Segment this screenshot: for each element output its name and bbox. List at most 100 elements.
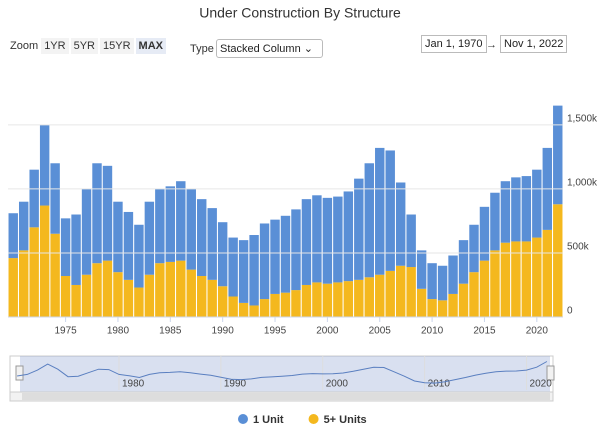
column-segment	[458, 283, 469, 317]
y-tick-label: 0	[567, 306, 573, 317]
column-segment	[291, 290, 301, 317]
type-value: Stacked Column	[220, 43, 301, 55]
zoom-label: Zoom	[10, 40, 39, 52]
navigator-handle[interactable]	[546, 365, 555, 381]
column-segment	[176, 181, 186, 261]
column-segment	[60, 218, 71, 277]
scrollbar-thumb[interactable]	[22, 393, 550, 400]
column-segment	[280, 215, 291, 293]
date-to[interactable]: Nov 1, 2022	[500, 35, 568, 53]
navigator-line	[17, 361, 548, 384]
column-segment	[385, 270, 395, 317]
zoom-button[interactable]: 5YR	[70, 38, 98, 54]
column-segment	[511, 241, 521, 317]
column-segment	[81, 188, 92, 275]
column-segment	[259, 223, 270, 300]
y-tick-label: 1,000k	[567, 178, 598, 189]
column-segment	[322, 197, 333, 284]
zoom-button[interactable]: 1YR	[41, 38, 69, 54]
column-segment	[249, 305, 259, 317]
column-segment	[500, 181, 511, 243]
date-separator: →	[486, 39, 497, 51]
column-segment	[155, 263, 165, 317]
plot	[8, 105, 563, 317]
column-segment	[511, 177, 521, 242]
column-segment	[553, 105, 563, 205]
column-segment	[207, 279, 217, 317]
column-segment	[207, 208, 217, 280]
column-segment	[238, 240, 249, 303]
x-tick-label: 2015	[473, 326, 496, 337]
column-segment	[479, 260, 490, 317]
column-segment	[395, 265, 406, 317]
navigator-tick-label: 1980	[122, 379, 145, 390]
column-segment	[385, 150, 395, 271]
column-segment	[8, 213, 18, 259]
column-segment	[176, 260, 186, 317]
column-segment	[29, 169, 39, 228]
column-segment	[39, 205, 50, 317]
column-segment	[113, 201, 123, 273]
column-segment	[8, 258, 18, 317]
column-segment	[102, 260, 113, 317]
x-tick-label: 2010	[421, 326, 444, 337]
column-segment	[270, 219, 280, 294]
column-segment	[542, 229, 553, 317]
column-segment	[186, 188, 196, 270]
column-segment	[301, 284, 312, 317]
column-segment	[165, 186, 176, 262]
column-segment	[39, 124, 50, 206]
column-segment	[217, 222, 228, 287]
column-segment	[217, 286, 228, 317]
column-segment	[18, 201, 29, 251]
column-segment	[469, 272, 479, 317]
column-segment	[134, 287, 144, 317]
column-segment	[375, 147, 385, 275]
legend-label: 1 Unit	[253, 414, 284, 426]
column-segment	[144, 201, 155, 275]
column-segment	[406, 267, 416, 317]
legend-marker	[238, 414, 248, 424]
navigator-handle[interactable]	[15, 365, 24, 381]
column-segment	[228, 237, 238, 297]
column-segment	[458, 240, 469, 284]
type-label: Type	[190, 43, 214, 55]
zoom-button[interactable]: MAX	[135, 38, 166, 54]
date-from[interactable]: Jan 1, 1970	[421, 35, 487, 53]
chart-title: Under Construction By Structure	[199, 5, 401, 21]
x-tick-label: 1985	[159, 326, 182, 337]
column-segment	[333, 282, 343, 317]
column-segment	[406, 214, 416, 268]
y-tick-label: 1,500k	[567, 113, 598, 124]
column-segment	[416, 250, 427, 289]
column-segment	[395, 182, 406, 266]
column-segment	[301, 199, 312, 285]
navigator-tick-label: 2020	[530, 379, 553, 390]
column-segment	[375, 274, 385, 317]
column-segment	[134, 224, 144, 288]
column-segment	[249, 235, 259, 306]
column-segment	[448, 255, 458, 294]
column-segment	[50, 163, 60, 234]
navigator-tick-label: 2010	[428, 379, 451, 390]
column-segment	[165, 261, 176, 317]
column-segment	[500, 242, 511, 317]
column-segment	[197, 199, 207, 277]
column-segment	[479, 206, 490, 261]
y-tick-label: 500k	[567, 242, 590, 253]
column-segment	[354, 279, 364, 317]
type-select[interactable]: Stacked Column ⌄	[216, 39, 323, 58]
column-segment	[228, 296, 238, 317]
column-segment	[259, 299, 270, 317]
column-segment	[123, 211, 134, 280]
column-segment	[60, 276, 71, 317]
legend-label: 5+ Units	[324, 414, 367, 426]
column-segment	[155, 188, 165, 264]
column-segment	[113, 272, 123, 317]
zoom-button[interactable]: 15YR	[100, 38, 134, 54]
column-segment	[312, 282, 322, 317]
column-segment	[521, 176, 532, 242]
x-tick-label: 2005	[369, 326, 392, 337]
